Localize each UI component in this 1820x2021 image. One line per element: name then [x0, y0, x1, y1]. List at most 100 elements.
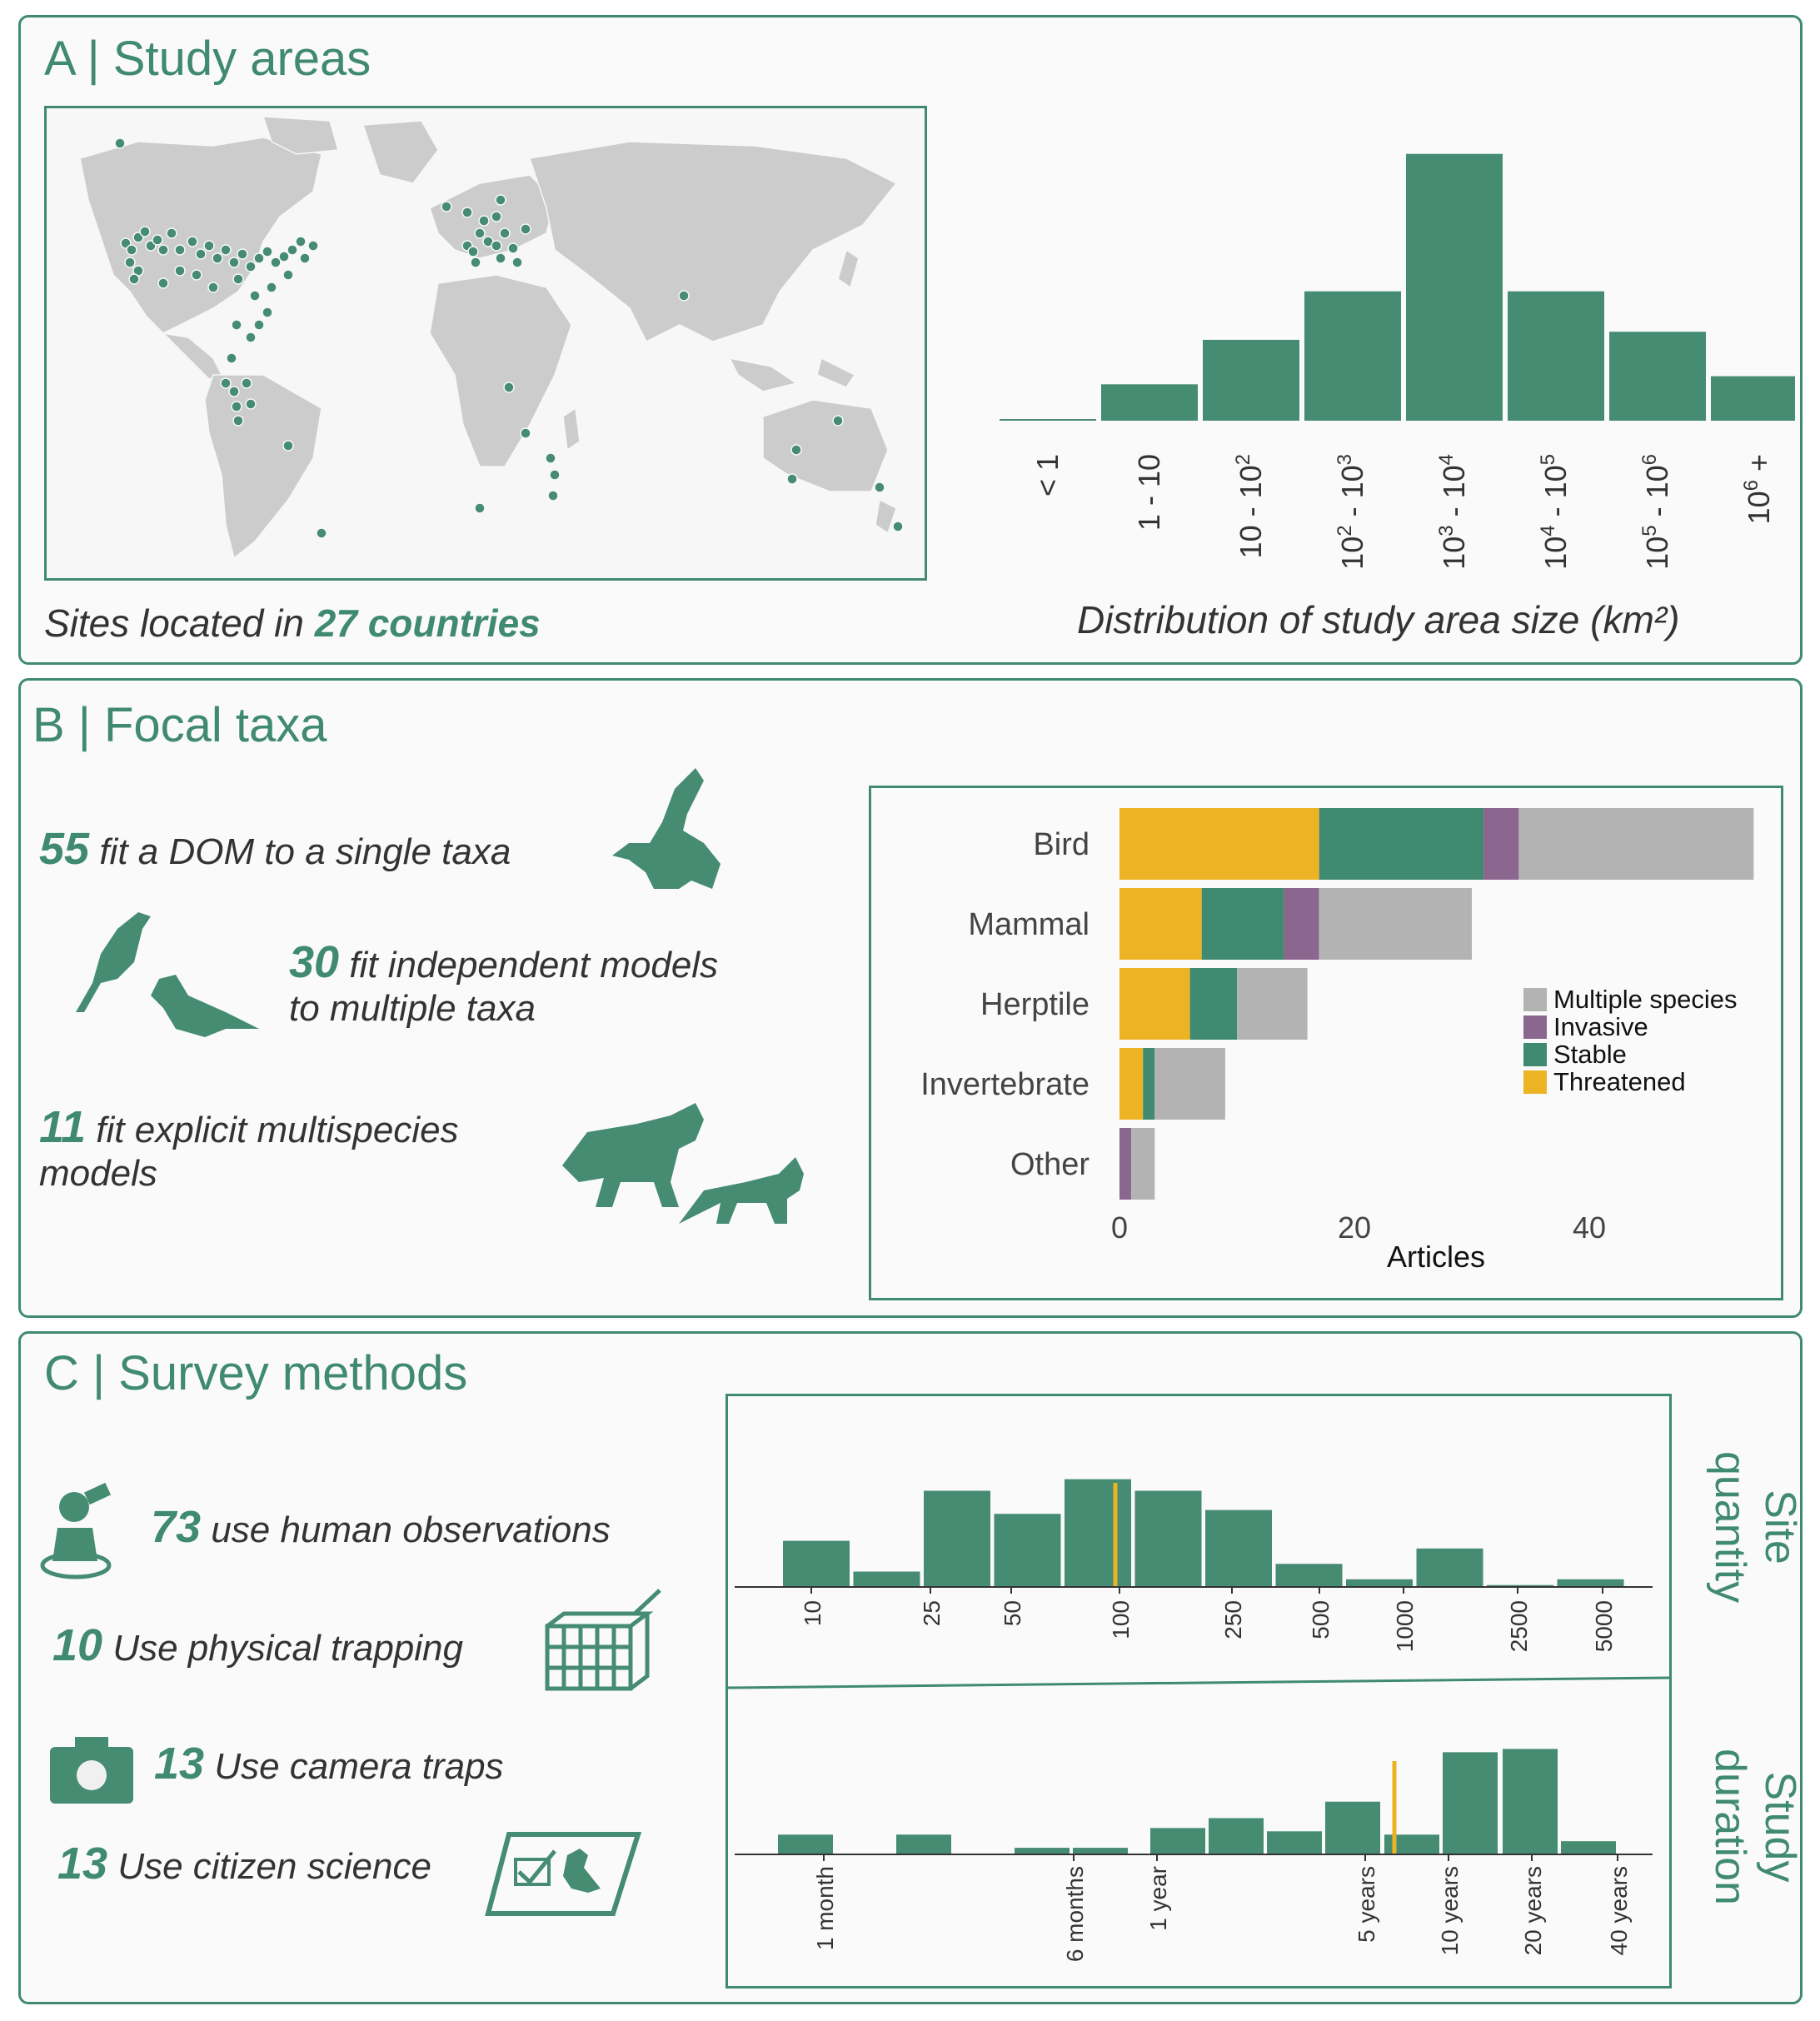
taxa-x-ticks: 0 20 40	[1111, 1210, 1606, 1245]
single-taxa-text: fit a DOM to a single taxa	[99, 831, 511, 872]
area-size-bar	[1203, 339, 1299, 421]
site-quantity-tick-label: 100	[1108, 1600, 1134, 1639]
area-size-bar	[1711, 376, 1795, 421]
site-quantity-tick-label: 500	[1308, 1600, 1334, 1639]
taxa-category-label: Invertebrate	[920, 1067, 1090, 1102]
study-duration-bar	[1015, 1848, 1070, 1854]
multispecies-stat: 11 fit explicit multispecies models	[39, 1105, 459, 1195]
wolf-fox-icon	[562, 1103, 804, 1224]
study-duration-bar	[1503, 1749, 1558, 1854]
study-duration-tick-label: 40 years	[1606, 1866, 1632, 1955]
single-taxa-stat: 55 fit a DOM to a single taxa	[39, 826, 511, 874]
taxa-x-tick-label: 0	[1111, 1210, 1128, 1245]
panel-a: A | Study areas	[18, 15, 1803, 665]
taxa-bar-segment	[1143, 1048, 1155, 1120]
area-size-tick-label: 105 - 106	[1638, 454, 1674, 570]
citizen-science-text: Use citizen science	[117, 1846, 431, 1887]
area-size-bar	[1304, 291, 1401, 421]
eagle-icon	[612, 768, 721, 889]
site-quantity-title-1: Site	[1756, 1490, 1803, 1564]
taxa-category-label: Mammal	[968, 907, 1090, 942]
study-duration-bar	[1561, 1841, 1616, 1854]
legend-label: Threatened	[1553, 1067, 1686, 1096]
multiple-taxa-count: 30	[289, 937, 340, 987]
site-quantity-bar	[1487, 1584, 1553, 1587]
study-area-histogram: < 1 1 - 10 10 - 102 102 - 103 103 - 104 104 -…	[977, 153, 1795, 570]
taxa-category-label: Bird	[1033, 827, 1090, 862]
study-duration-ticks: 1 month 6 months 1 year 5 years 10 years 20 y…	[812, 1854, 1632, 1962]
site-quantity-bar	[1557, 1579, 1624, 1587]
camera-icon	[50, 1737, 133, 1804]
physical-trapping-stat: 10 Use physical trapping	[52, 1623, 463, 1670]
taxa-bar-segment	[1201, 888, 1284, 960]
citizen-science-count: 13	[57, 1839, 108, 1889]
study-duration-bar	[1150, 1828, 1205, 1854]
site-quantity-bar	[783, 1540, 850, 1587]
panel-c-title: C | Survey methods	[44, 1346, 468, 1400]
camera-trap-count: 13	[154, 1739, 205, 1789]
citizen-science-icon	[485, 1832, 642, 1916]
physical-trapping-count: 10	[52, 1620, 103, 1670]
multispecies-text-line1: fit explicit multispecies	[96, 1110, 459, 1150]
site-quantity-bar	[1346, 1579, 1413, 1587]
site-points	[114, 137, 904, 539]
taxa-x-label: Articles	[1387, 1240, 1485, 1274]
taxa-bar-segment	[1189, 968, 1237, 1040]
map-caption: Sites located in 27 countries	[44, 601, 541, 646]
site-quantity-bar	[1416, 1548, 1483, 1587]
study-duration-bar	[1325, 1801, 1380, 1854]
taxa-bar-segment	[1131, 1128, 1155, 1200]
area-size-tick-label: 106 +	[1740, 454, 1776, 524]
area-size-bar	[1508, 291, 1604, 421]
camera-trap-text: Use camera traps	[214, 1746, 504, 1787]
study-duration-title-1: Study	[1756, 1772, 1803, 1883]
study-duration-bar	[1267, 1831, 1322, 1854]
multiple-taxa-text-line1: fit independent models	[349, 945, 719, 986]
taxa-bar-segment	[1284, 888, 1319, 960]
panel-b: B | Focal taxa 55 fit a DOM to a single …	[18, 678, 1803, 1318]
physical-trapping-text: Use physical trapping	[112, 1628, 463, 1669]
taxa-stacked-bar-chart: Bird Mammal Herptile Invertebrate Other 0 20 4…	[920, 808, 1754, 1274]
legend-swatch	[1523, 1015, 1547, 1039]
taxa-bars	[1119, 808, 1754, 1200]
taxa-bar-segment	[1119, 1128, 1132, 1200]
taxa-bar-segment	[1237, 968, 1308, 1040]
study-duration-tick-label: 6 months	[1062, 1866, 1088, 1962]
taxa-x-tick-label: 40	[1573, 1210, 1606, 1245]
study-duration-bar	[1209, 1818, 1264, 1854]
area-size-bar	[1101, 384, 1198, 421]
citizen-science-stat: 13 Use citizen science	[57, 1839, 431, 1889]
histogram-caption: Distribution of study area size (km²)	[1077, 598, 1680, 641]
site-quantity-tick-label: 50	[1000, 1600, 1025, 1626]
land-masses	[79, 116, 898, 560]
legend-swatch	[1523, 988, 1547, 1011]
taxa-chart-frame	[869, 786, 1783, 1300]
area-size-bar	[1000, 419, 1096, 421]
histogram-tick-labels: < 1 1 - 10 10 - 102 102 - 103 103 - 104 104 -…	[1030, 454, 1776, 570]
countries-count: 27 countries	[314, 601, 541, 645]
site-quantity-tick-label: 250	[1220, 1600, 1246, 1639]
multiple-taxa-stat: 30 fit independent models to multiple ta…	[289, 940, 719, 1030]
study-duration-bar	[1443, 1752, 1498, 1854]
taxa-bar-segment	[1119, 1048, 1144, 1120]
multispecies-count: 11	[39, 1102, 87, 1152]
panel-c: C | Survey methods 73 use human observat…	[18, 1331, 1803, 2004]
area-size-tick-label: 102 - 103	[1334, 454, 1369, 570]
study-duration-tick-label: 1 month	[812, 1866, 838, 1950]
area-size-tick-label: 104 - 105	[1537, 454, 1573, 570]
site-quantity-bar	[1065, 1479, 1131, 1587]
camera-trap-stat: 13 Use camera traps	[154, 1739, 504, 1789]
panel-b-title: B | Focal taxa	[32, 698, 327, 752]
human-observation-count: 73	[151, 1502, 202, 1552]
trap-icon	[545, 1589, 661, 1691]
map-caption-prefix: Sites located in	[44, 601, 304, 645]
study-duration-bar	[1073, 1848, 1128, 1854]
site-quantity-tick-label: 1000	[1392, 1600, 1418, 1652]
site-quantity-tick-label: 25	[919, 1600, 945, 1626]
legend-swatch	[1523, 1070, 1547, 1094]
taxa-bar-segment	[1319, 808, 1484, 880]
area-size-tick-label: 103 - 104	[1435, 454, 1471, 570]
site-quantity-tick-label: 2500	[1506, 1600, 1532, 1652]
legend-swatch	[1523, 1043, 1547, 1066]
taxa-bar-segment	[1518, 808, 1754, 880]
